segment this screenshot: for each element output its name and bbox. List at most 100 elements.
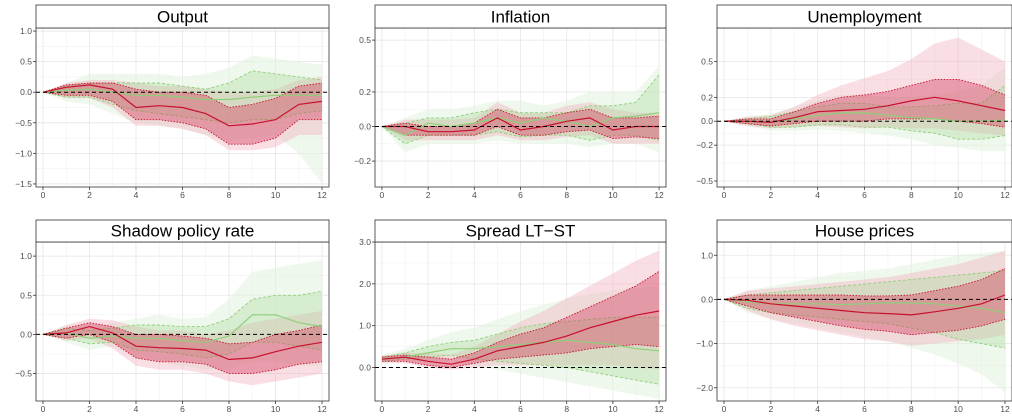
x-tick-label: 0	[41, 190, 46, 200]
y-tick-label: 2.0	[359, 279, 371, 289]
y-tick-label: 1.0	[359, 321, 371, 331]
y-tick-label: −2.0	[696, 383, 713, 393]
green-upper-bound	[723, 270, 1006, 300]
y-tick-label: −0.5	[15, 369, 32, 379]
red-median-line	[381, 117, 660, 133]
red-median-line	[723, 294, 1006, 316]
x-tick-label: 10	[608, 404, 618, 414]
panel-3: Shadow policy rate 0 2 4 6 8 10 12 −0.5 0.0 0.5 1.0	[15, 219, 330, 414]
x-tick-label: 10	[271, 404, 281, 414]
green-band-90	[381, 66, 660, 153]
red-lower-bound	[723, 298, 1006, 336]
x-tick-label: 4	[815, 190, 820, 200]
red-band-90	[724, 250, 1005, 346]
x-tick-label: 4	[815, 404, 820, 414]
x-tick-label: 6	[862, 190, 867, 200]
x-tick-label: 8	[227, 404, 232, 414]
panel-title: Shadow policy rate	[111, 222, 255, 241]
red-band-90	[724, 37, 1005, 136]
y-tick-label: 0.2	[701, 92, 713, 102]
panel-2: Unemployment 0 2 4 6 8 10 12 −0.5 −0.2 0.0 0.2 0.5	[696, 4, 1012, 200]
x-tick-label: 12	[317, 404, 327, 414]
panel-strip	[716, 4, 1012, 29]
y-tick-label: −0.5	[696, 176, 713, 186]
series-layer	[723, 250, 1006, 393]
y-tick-label: −1.0	[696, 339, 713, 349]
y-tick-label: 0.0	[20, 87, 32, 97]
panel-title: Unemployment	[807, 8, 922, 27]
green-band-68	[724, 270, 1005, 348]
x-tick-label: 8	[564, 190, 569, 200]
green-median-line	[381, 112, 660, 136]
x-tick-label: 2	[768, 404, 773, 414]
x-tick-label: 10	[953, 190, 963, 200]
green-band-90	[43, 55, 322, 184]
green-upper-bound	[42, 70, 323, 93]
x-tick-label: 12	[1000, 190, 1010, 200]
x-tick-label: 0	[41, 404, 46, 414]
x-tick-label: 4	[134, 404, 139, 414]
series-layer	[381, 250, 660, 399]
red-band-68	[381, 271, 660, 368]
x-tick-label: 2	[768, 190, 773, 200]
series-layer	[42, 55, 323, 184]
green-upper-bound	[42, 290, 323, 335]
panel-strip	[374, 219, 667, 243]
x-tick-label: 0	[722, 190, 727, 200]
panel-title: House prices	[815, 222, 914, 241]
y-tick-label: 0.0	[701, 294, 713, 304]
x-tick-label: 6	[180, 190, 185, 200]
series-layer	[42, 260, 323, 386]
x-tick-label: 0	[380, 190, 385, 200]
green-lower-bound	[723, 120, 1006, 140]
y-tick-label: 0.5	[20, 57, 32, 67]
green-upper-bound	[381, 316, 660, 358]
panel-1: Inflation 0 2 4 6 8 10 12 −0.2 0.0 0.2 0.5	[354, 4, 667, 200]
red-upper-bound	[723, 268, 1006, 300]
x-tick-label: 4	[472, 404, 477, 414]
green-median-line	[42, 314, 323, 343]
green-upper-bound	[381, 74, 660, 127]
panel-strip	[716, 219, 1012, 243]
panel-strip	[35, 4, 330, 29]
y-tick-label: −1.5	[15, 179, 32, 189]
x-tick-label: 8	[909, 404, 914, 414]
x-tick-label: 6	[180, 404, 185, 414]
red-band-90	[43, 76, 322, 151]
green-upper-bound	[723, 85, 1006, 122]
y-tick-label: −0.5	[15, 118, 32, 128]
y-tick-label: 1.0	[20, 26, 32, 36]
y-tick-label: 1.0	[701, 250, 713, 260]
x-tick-label: 4	[472, 190, 477, 200]
red-band-68	[724, 268, 1005, 335]
panel-strip	[35, 219, 330, 243]
red-band-68	[43, 83, 322, 145]
y-tick-label: 0.0	[701, 116, 713, 126]
red-band-68	[724, 79, 1005, 128]
x-tick-label: 8	[227, 190, 232, 200]
x-tick-label: 6	[862, 404, 867, 414]
panel-0: Output 0 2 4 6 8 10 12 −1.5 −1.0 −0.5 0.0 0.5 1.0	[15, 4, 330, 200]
red-band-90	[381, 250, 660, 370]
red-median-line	[381, 310, 660, 365]
x-tick-label: 10	[608, 190, 618, 200]
y-tick-label: −0.2	[696, 140, 713, 150]
y-tick-label: 0.5	[20, 290, 32, 300]
green-lower-bound	[723, 298, 1006, 349]
x-tick-label: 0	[380, 404, 385, 414]
panel-strip	[374, 4, 667, 29]
x-tick-label: 4	[134, 190, 139, 200]
panel-title: Output	[157, 8, 208, 27]
x-tick-label: 2	[426, 190, 431, 200]
red-upper-bound	[723, 78, 1006, 122]
red-median-line	[42, 84, 323, 127]
y-tick-label: −0.2	[354, 156, 371, 166]
red-median-line	[724, 96, 1006, 124]
red-median-line	[42, 325, 323, 361]
x-tick-label: 8	[909, 190, 914, 200]
series-layer	[381, 66, 660, 153]
y-tick-label: 1.0	[20, 251, 32, 261]
green-band-68	[381, 317, 660, 385]
